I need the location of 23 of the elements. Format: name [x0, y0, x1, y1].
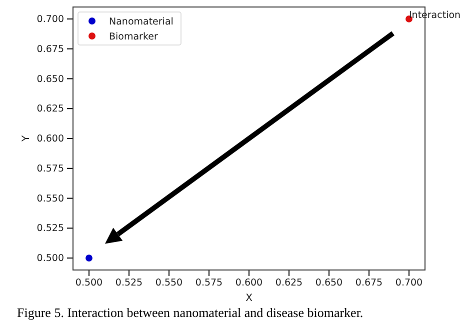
x-tick-label: 0.525: [115, 278, 143, 289]
y-tick-label: 0.575: [36, 163, 64, 174]
y-tick-label: 0.625: [36, 104, 64, 115]
x-tick-label: 0.600: [235, 278, 263, 289]
legend-label: Nanomaterial: [109, 16, 174, 28]
x-tick-label: 0.700: [395, 278, 423, 289]
legend-label: Biomarker: [109, 32, 158, 42]
x-tick-label: 0.675: [355, 278, 383, 289]
y-tick-label: 0.650: [36, 74, 64, 85]
x-tick-label: 0.550: [155, 278, 183, 289]
x-tick-label: 0.575: [195, 278, 223, 289]
y-tick-label: 0.525: [36, 223, 64, 234]
y-tick-label: 0.550: [36, 193, 64, 204]
y-tick-label: 0.675: [36, 44, 64, 55]
x-tick-label: 0.650: [315, 278, 343, 289]
y-axis-title: Y: [21, 134, 32, 143]
caption: Figure 5. Interaction between nanomaterial and disease biomarker.: [17, 305, 364, 320]
y-tick-label: 0.600: [36, 134, 64, 145]
x-tick-label: 0.500: [75, 278, 103, 289]
x-tick-label: 0.625: [275, 278, 303, 289]
x-axis-title: X: [246, 293, 253, 304]
y-tick-label: 0.500: [36, 253, 64, 264]
y-tick-label: 0.700: [36, 14, 64, 25]
